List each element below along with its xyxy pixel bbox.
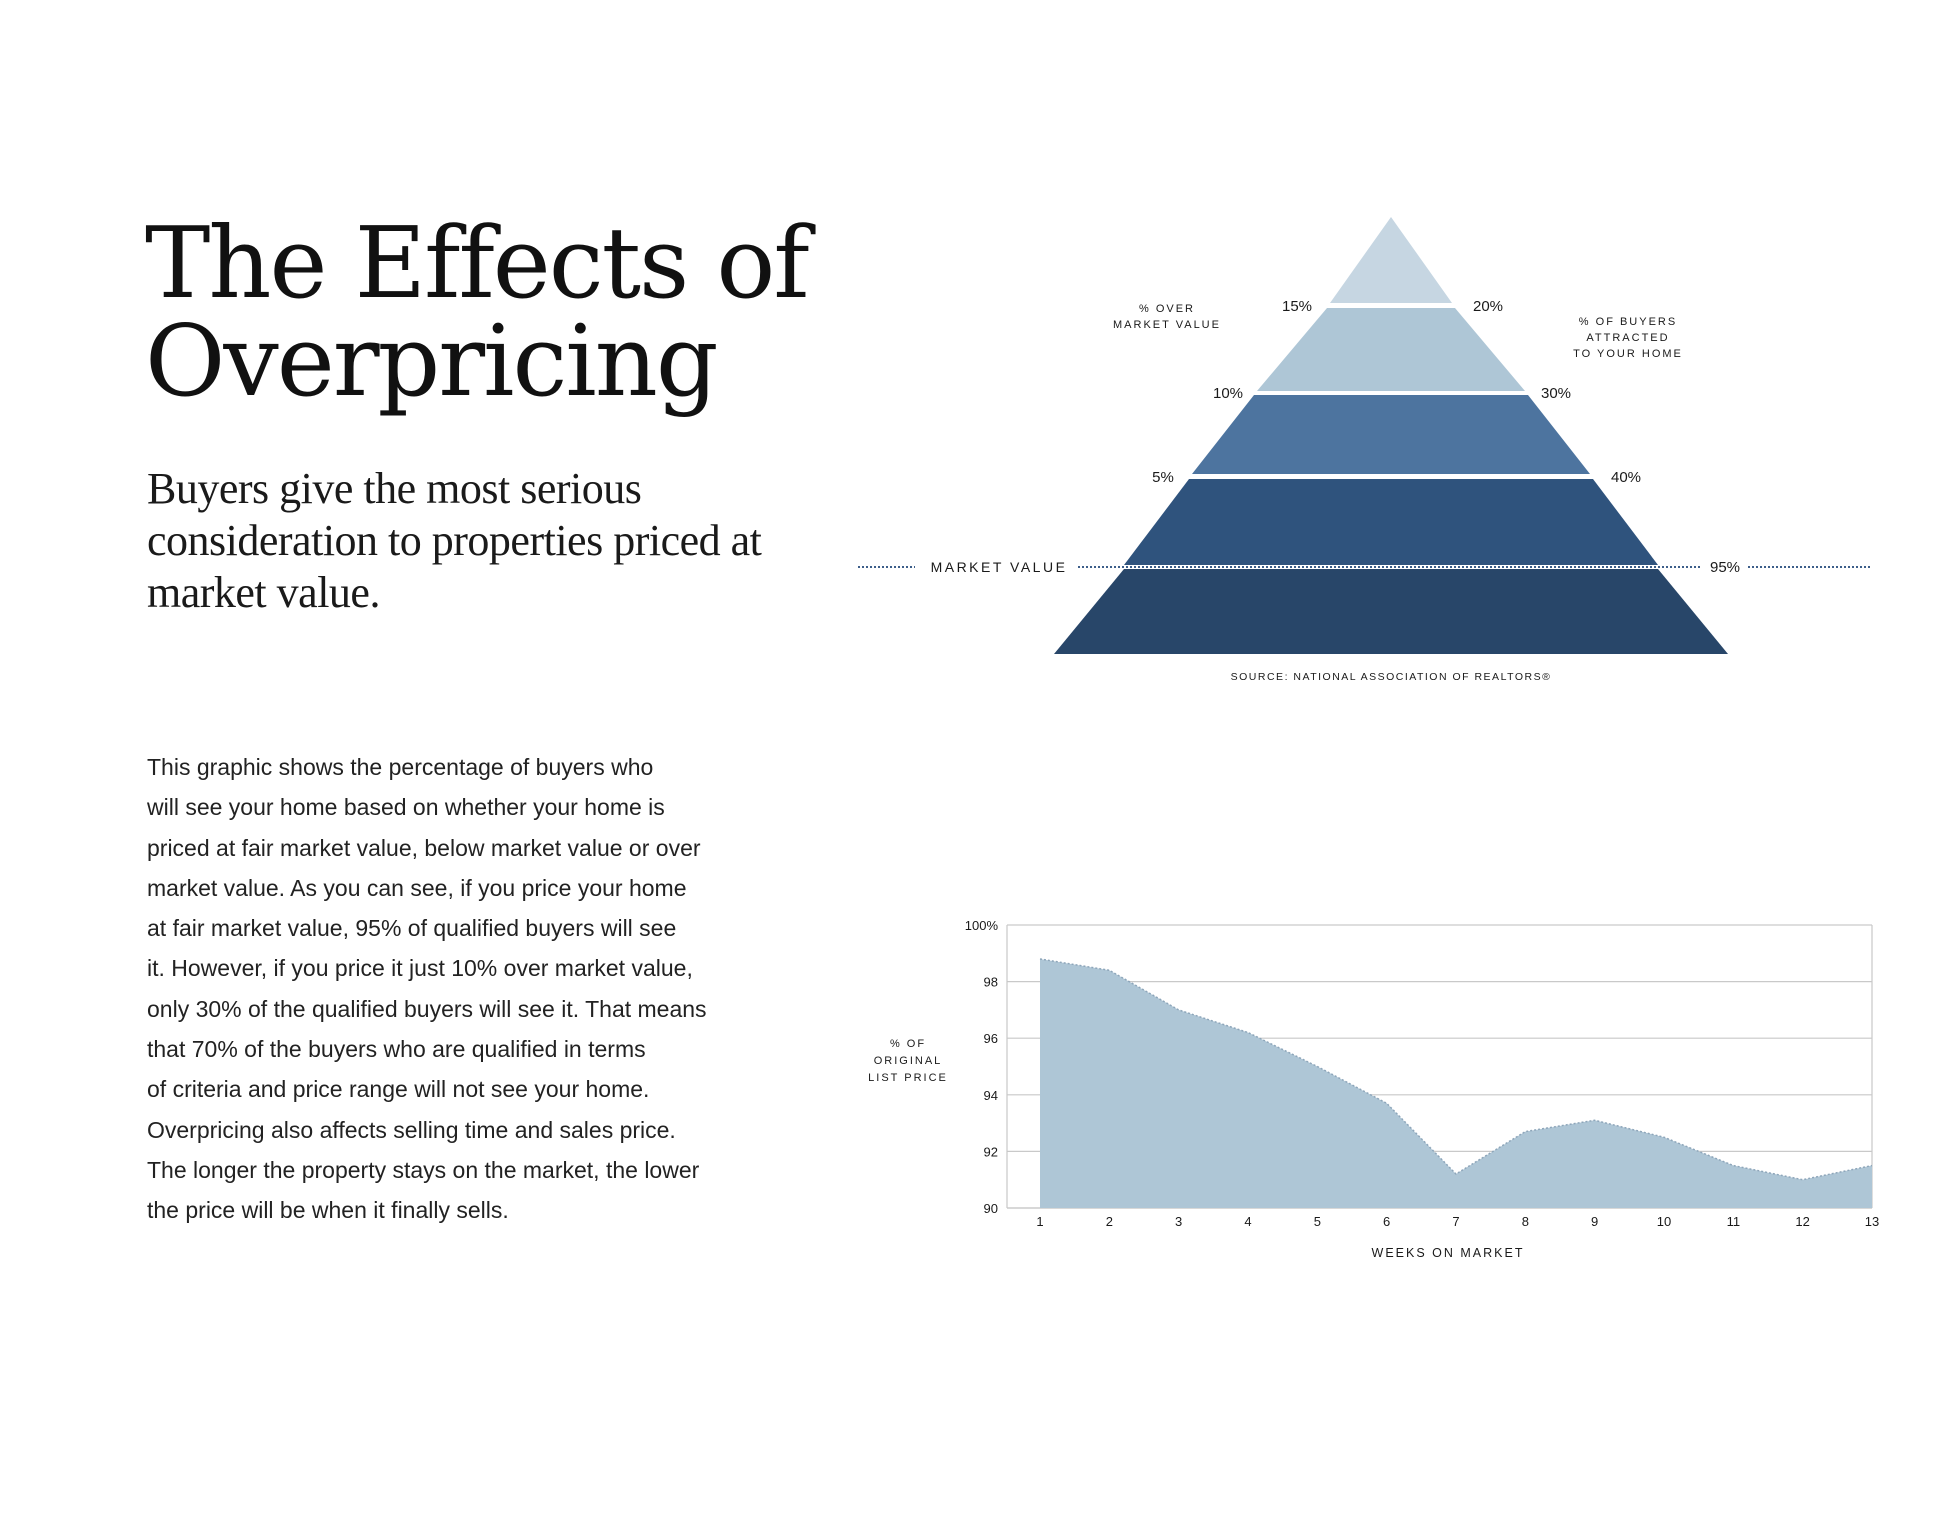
page-title-line-1: The Effects of <box>145 207 810 321</box>
left-axis-title-line-2: MARKET VALUE <box>1113 319 1221 331</box>
x-tick-label: 1 <box>1036 1214 1043 1229</box>
x-tick-label: 2 <box>1106 1214 1113 1229</box>
x-tick-label: 9 <box>1591 1214 1598 1229</box>
body-line: will see your home based on whether your… <box>147 794 665 821</box>
body-line: it. However, if you price it just 10% ov… <box>147 955 693 982</box>
right-axis-title-line-1: % OF BUYERS <box>1579 316 1677 328</box>
subtitle: Buyers give the most serious considerati… <box>147 464 762 617</box>
page-title: The Effects of Overpricing <box>145 207 810 419</box>
y-axis-label-line-3: LIST PRICE <box>868 1072 948 1084</box>
y-axis-label-line-1: % OF <box>890 1038 926 1050</box>
x-tick-label: 10 <box>1657 1214 1671 1229</box>
source-note: SOURCE: NATIONAL ASSOCIATION OF REALTORS… <box>1231 671 1552 683</box>
body-line: the price will be when it finally sells. <box>147 1197 509 1224</box>
body-line: only 30% of the qualified buyers will se… <box>147 995 707 1022</box>
pyramid-tier-2 <box>1257 308 1525 391</box>
body-line: priced at fair market value, below marke… <box>147 834 701 861</box>
pyramid-right-label: 30% <box>1541 385 1571 402</box>
y-tick-labels: 90 92 94 96 98 100% <box>965 918 999 1216</box>
pyramid-left-label: 5% <box>1152 469 1174 486</box>
pyramid-right-label: 40% <box>1611 469 1641 486</box>
y-tick-label: 94 <box>984 1088 998 1103</box>
area-series <box>1040 958 1872 1208</box>
body-line: that 70% of the buyers who are qualified… <box>147 1036 646 1063</box>
pyramid-chart: % OVER MARKET VALUE % OF BUYERS ATTRACTE… <box>858 217 1870 683</box>
body-paragraph: This graphic shows the percentage of buy… <box>147 747 747 1231</box>
body-line: The longer the property stays on the mar… <box>147 1156 700 1183</box>
pyramid-right-label-market: 95% <box>1710 559 1740 576</box>
body-line: of criteria and price range will not see… <box>147 1076 650 1103</box>
x-tick-label: 8 <box>1522 1214 1529 1229</box>
y-tick-label: 92 <box>984 1144 998 1159</box>
x-tick-label: 4 <box>1244 1214 1251 1229</box>
pyramid-left-label: 15% <box>1282 298 1312 315</box>
pyramid-tier-1 <box>1330 217 1452 303</box>
y-tick-label: 100% <box>965 918 999 933</box>
body-line: at fair market value, 95% of qualified b… <box>147 915 677 942</box>
y-tick-label: 98 <box>984 975 998 990</box>
x-tick-label: 6 <box>1383 1214 1390 1229</box>
pyramid-right-label: 20% <box>1473 298 1503 315</box>
right-axis-title-line-2: ATTRACTED <box>1586 332 1669 344</box>
left-axis-title-line-1: % OVER <box>1139 303 1195 315</box>
body-line: This graphic shows the percentage of buy… <box>147 754 654 780</box>
body-line: Overpricing also affects selling time an… <box>147 1116 676 1143</box>
x-tick-label: 5 <box>1314 1214 1321 1229</box>
area-series-outline <box>1039 958 1873 1181</box>
x-tick-label: 7 <box>1452 1214 1459 1229</box>
right-axis-title-line-3: TO YOUR HOME <box>1573 348 1683 360</box>
market-value-label: MARKET VALUE <box>931 559 1068 575</box>
pyramid-tier-5 <box>1054 569 1728 654</box>
x-tick-label: 3 <box>1175 1214 1182 1229</box>
x-tick-label: 13 <box>1865 1214 1879 1229</box>
x-tick-label: 12 <box>1795 1214 1809 1229</box>
body-line: market value. As you can see, if you pri… <box>147 874 687 901</box>
page-title-line-2: Overpricing <box>145 305 719 419</box>
y-axis-label-line-2: ORIGINAL <box>874 1055 943 1067</box>
y-tick-label: 96 <box>984 1031 998 1046</box>
y-tick-label: 90 <box>984 1201 998 1216</box>
x-tick-label: 11 <box>1727 1214 1741 1229</box>
x-axis-label: WEEKS ON MARKET <box>1372 1246 1525 1260</box>
pyramid-tier-3 <box>1192 395 1590 474</box>
x-tick-labels: 1 2 3 4 5 6 7 8 9 10 11 12 13 <box>1036 1214 1879 1229</box>
pyramid-tier-4 <box>1124 479 1658 565</box>
pyramid-left-label: 10% <box>1213 385 1243 402</box>
